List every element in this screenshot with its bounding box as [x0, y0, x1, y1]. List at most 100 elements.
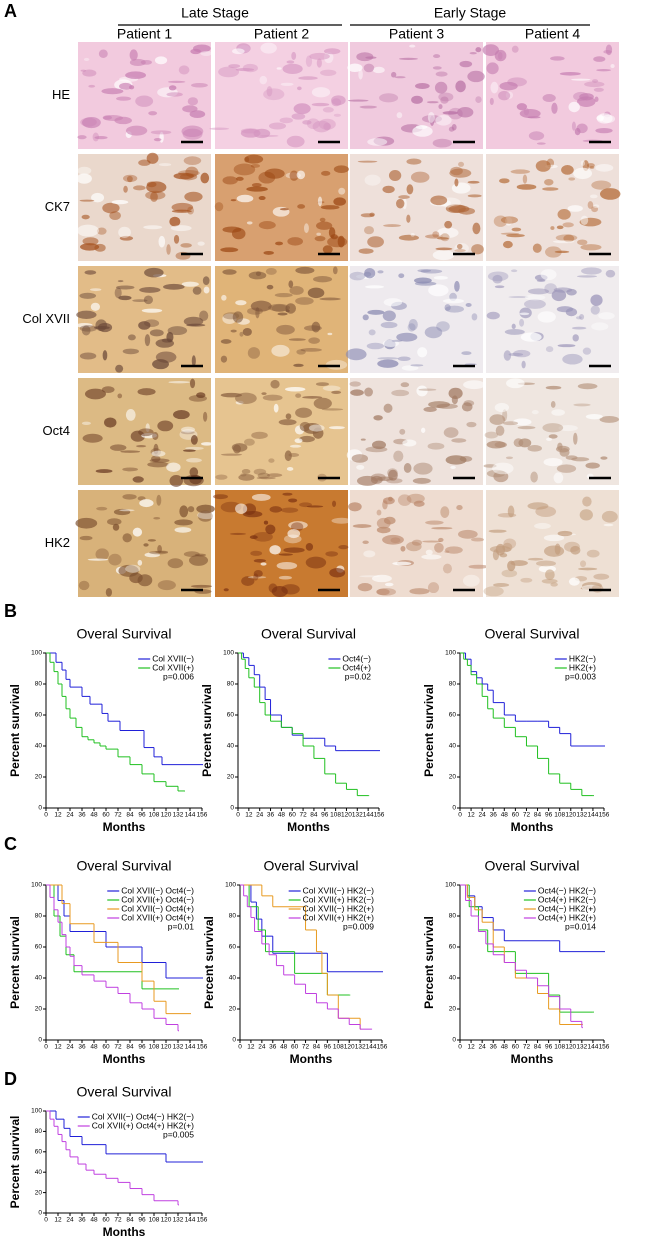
tissue-texture: [125, 125, 148, 136]
tissue-texture: [530, 471, 538, 483]
tissue-texture: [323, 48, 341, 55]
x-tick-label: 12: [54, 1217, 62, 1224]
tissue-texture: [338, 187, 346, 195]
x-tick-label: 48: [280, 1044, 288, 1051]
tissue-texture: [299, 435, 315, 443]
tissue-texture: [391, 389, 410, 397]
tissue-texture: [269, 506, 282, 513]
tissue-texture: [193, 44, 211, 53]
tissue-texture: [463, 400, 475, 407]
tissue-texture: [96, 227, 107, 235]
tissue-texture: [519, 109, 541, 119]
tissue-texture: [499, 81, 518, 91]
tissue-texture: [406, 184, 414, 195]
tissue-texture: [396, 332, 418, 342]
tissue-texture: [325, 551, 339, 557]
tissue-texture: [359, 105, 378, 109]
tissue-texture: [183, 449, 196, 452]
tissue-texture: [451, 395, 458, 405]
tissue-texture: [442, 298, 465, 304]
tissue-texture: [127, 334, 136, 341]
tissue-texture: [455, 80, 466, 93]
tissue-texture: [269, 545, 281, 555]
tissue-texture: [527, 288, 550, 295]
tissue-texture: [407, 323, 416, 332]
tissue-texture: [163, 283, 185, 290]
tissue-texture: [79, 535, 93, 541]
tissue-texture: [276, 67, 282, 70]
x-tick-label: 72: [523, 812, 531, 819]
tissue-texture: [579, 93, 594, 101]
y-tick-label: 60: [35, 944, 43, 951]
tissue-texture: [556, 225, 564, 230]
y-tick-label: 0: [38, 805, 42, 812]
tissue-texture: [577, 383, 598, 390]
tissue-texture: [126, 175, 133, 183]
x-tick-label: 120: [565, 1044, 576, 1051]
tissue-texture: [141, 308, 163, 313]
tissue-texture: [522, 174, 528, 184]
x-tick-label: 24: [258, 1044, 266, 1051]
tissue-texture: [376, 588, 397, 596]
tissue-texture: [178, 65, 190, 75]
tissue-texture: [483, 586, 504, 597]
x-tick-label: 12: [467, 1044, 475, 1051]
tissue-texture: [125, 564, 141, 573]
tissue-texture: [90, 302, 101, 311]
tissue-texture: [242, 327, 252, 336]
tissue-texture: [382, 185, 395, 194]
tissue-texture: [406, 158, 422, 165]
panel-label: B: [4, 601, 17, 621]
x-tick-label: 108: [330, 812, 341, 819]
tissue-texture: [504, 328, 525, 335]
tissue-texture: [513, 438, 524, 448]
x-tick-label: 132: [355, 1044, 366, 1051]
chart-title: Overal Survival: [77, 1084, 172, 1100]
tissue-texture: [295, 266, 315, 274]
tissue-texture: [271, 586, 288, 597]
tissue-texture: [183, 551, 200, 557]
tissue-texture: [202, 276, 210, 286]
tissue-texture: [388, 496, 393, 502]
tissue-texture: [82, 116, 101, 129]
tissue-texture: [260, 562, 267, 566]
tissue-texture: [507, 505, 515, 518]
tissue-texture: [402, 439, 417, 447]
y-tick-label: 100: [225, 882, 236, 889]
tissue-texture: [79, 199, 95, 202]
tissue-texture: [506, 233, 525, 238]
tissue-texture: [158, 163, 172, 167]
tissue-texture: [366, 342, 385, 350]
tissue-texture: [101, 88, 124, 95]
tissue-texture: [484, 431, 499, 439]
tissue-texture: [456, 505, 463, 511]
tissue-texture: [102, 202, 120, 214]
tissue-texture: [519, 312, 530, 316]
x-tick-label: 120: [341, 812, 352, 819]
y-tick-label: 40: [449, 743, 457, 750]
tissue-texture: [390, 537, 401, 544]
tissue-texture: [492, 274, 503, 284]
x-tick-label: 60: [102, 1044, 110, 1051]
tissue-texture: [568, 177, 576, 181]
y-tick-label: 40: [227, 743, 235, 750]
tissue-texture: [420, 269, 443, 274]
tissue-texture: [467, 194, 482, 198]
tissue-texture: [486, 469, 506, 478]
legend-label: Oct4(−) HK2(−): [538, 885, 596, 895]
legend-label: Col XVII(+) HK2(−): [303, 894, 374, 904]
x-tick-label: 108: [149, 1044, 160, 1051]
tissue-texture: [241, 576, 255, 586]
tissue-texture: [599, 188, 621, 200]
tissue-texture: [251, 431, 268, 439]
tissue-texture: [298, 76, 318, 80]
tissue-texture: [291, 113, 306, 120]
tissue-texture: [147, 539, 156, 542]
x-tick-label: 72: [114, 1044, 122, 1051]
tissue-texture: [123, 185, 128, 193]
tissue-texture: [584, 81, 605, 88]
tissue-texture: [75, 517, 98, 529]
tissue-texture: [570, 545, 581, 555]
y-tick-label: 40: [229, 975, 237, 982]
y-axis-label: Percent survival: [8, 1116, 22, 1209]
